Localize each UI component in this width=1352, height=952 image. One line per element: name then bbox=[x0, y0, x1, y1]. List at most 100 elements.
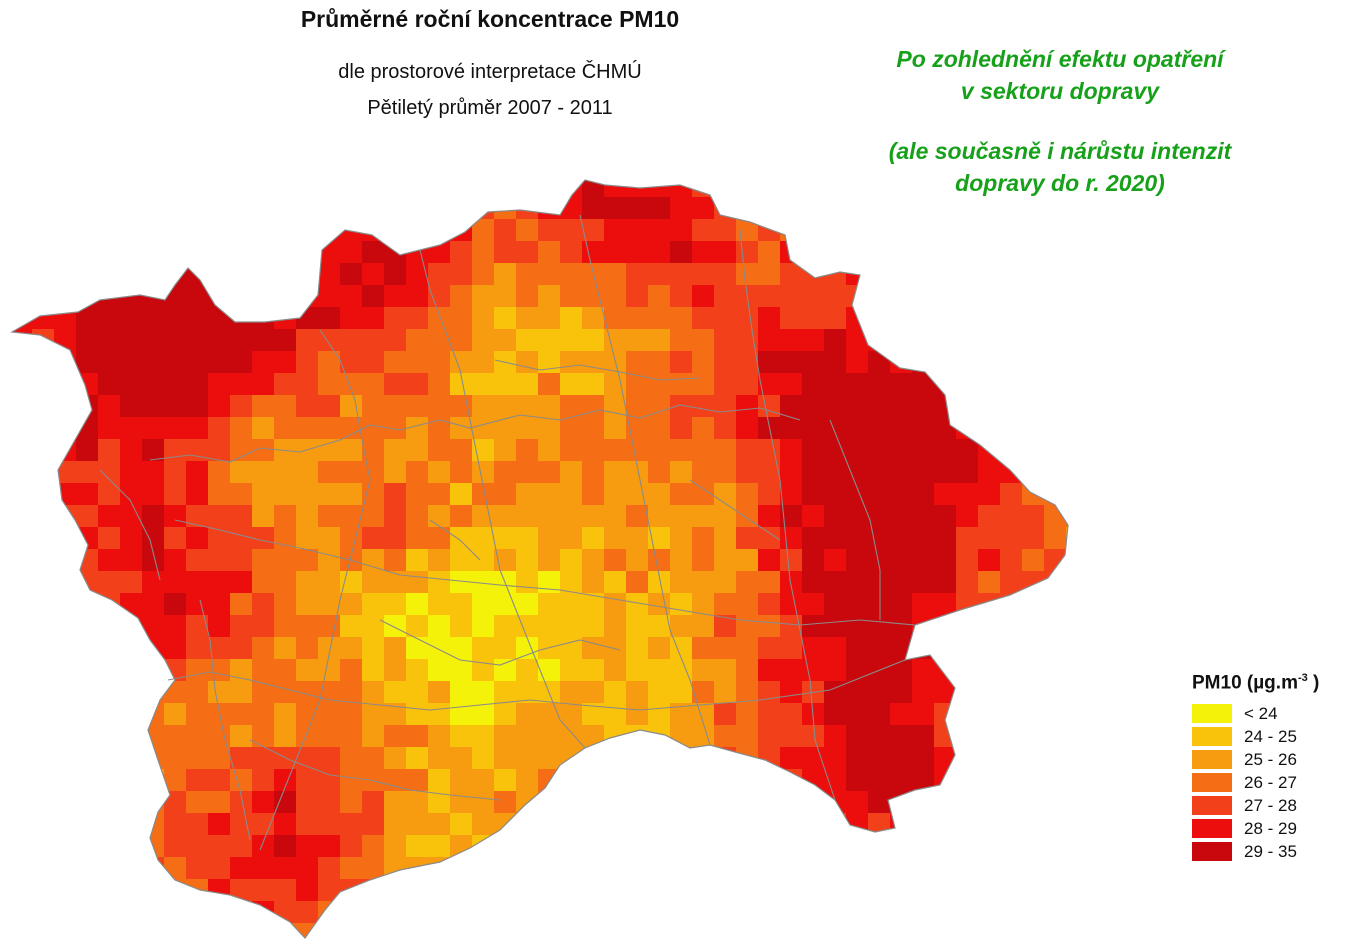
grid-cell bbox=[142, 879, 165, 902]
grid-cell bbox=[472, 549, 495, 572]
grid-cell bbox=[736, 351, 759, 374]
grid-cell bbox=[98, 263, 121, 286]
grid-cell bbox=[670, 769, 693, 792]
grid-cell bbox=[76, 857, 99, 880]
grid-cell bbox=[230, 417, 253, 440]
grid-cell bbox=[76, 439, 99, 462]
grid-cell bbox=[76, 549, 99, 572]
grid-cell bbox=[934, 593, 957, 616]
grid-cell bbox=[318, 483, 341, 506]
grid-cell bbox=[516, 703, 539, 726]
grid-cell bbox=[1044, 219, 1067, 242]
grid-cell bbox=[296, 791, 319, 814]
grid-cell bbox=[428, 835, 451, 858]
grid-cell bbox=[802, 197, 825, 220]
grid-cell bbox=[98, 307, 121, 330]
grid-cell bbox=[582, 285, 605, 308]
grid-cell bbox=[472, 703, 495, 726]
grid-cell bbox=[648, 527, 671, 550]
grid-cell bbox=[186, 329, 209, 352]
grid-cell bbox=[978, 659, 1001, 682]
grid-cell bbox=[318, 923, 341, 938]
grid-cell bbox=[516, 571, 539, 594]
grid-cell bbox=[120, 637, 143, 660]
grid-cell bbox=[868, 219, 891, 242]
grid-cell bbox=[516, 681, 539, 704]
grid-cell bbox=[824, 615, 847, 638]
grid-cell bbox=[54, 857, 77, 880]
grid-cell bbox=[142, 241, 165, 264]
grid-cell bbox=[450, 285, 473, 308]
grid-cell bbox=[978, 615, 1001, 638]
grid-cell bbox=[472, 769, 495, 792]
grid-cell bbox=[428, 901, 451, 924]
grid-cell bbox=[626, 439, 649, 462]
grid-cell bbox=[912, 747, 935, 770]
grid-cell bbox=[846, 527, 869, 550]
grid-cell bbox=[824, 483, 847, 506]
grid-cell bbox=[560, 505, 583, 528]
grid-cell bbox=[846, 769, 869, 792]
grid-cell bbox=[824, 659, 847, 682]
grid-cell bbox=[604, 241, 627, 264]
grid-cell bbox=[54, 681, 77, 704]
grid-cell bbox=[780, 461, 803, 484]
grid-cell bbox=[802, 329, 825, 352]
grid-cell bbox=[538, 329, 561, 352]
grid-cell bbox=[362, 241, 385, 264]
grid-cell bbox=[1022, 219, 1045, 242]
grid-cell bbox=[142, 593, 165, 616]
grid-cell bbox=[164, 615, 187, 638]
grid-cell bbox=[98, 901, 121, 924]
grid-cell bbox=[472, 329, 495, 352]
grid-cell bbox=[560, 593, 583, 616]
grid-cell bbox=[12, 263, 33, 286]
grid-cell bbox=[274, 923, 297, 938]
grid-cell bbox=[956, 769, 979, 792]
grid-cell bbox=[318, 615, 341, 638]
grid-cell bbox=[428, 285, 451, 308]
grid-cell bbox=[802, 879, 825, 902]
grid-cell bbox=[406, 505, 429, 528]
grid-cell bbox=[76, 219, 99, 242]
grid-cell bbox=[538, 747, 561, 770]
grid-cell bbox=[406, 417, 429, 440]
grid-cell bbox=[604, 549, 627, 572]
grid-cell bbox=[714, 483, 737, 506]
grid-cell bbox=[582, 923, 605, 938]
grid-cell bbox=[934, 329, 957, 352]
grid-cell bbox=[692, 351, 715, 374]
grid-cell bbox=[736, 857, 759, 880]
grid-cell bbox=[1000, 857, 1023, 880]
grid-cell bbox=[956, 747, 979, 770]
grid-cell bbox=[692, 637, 715, 660]
grid-cell bbox=[384, 417, 407, 440]
grid-cell bbox=[76, 197, 99, 220]
grid-cell bbox=[494, 835, 517, 858]
grid-cell bbox=[406, 571, 429, 594]
grid-cell bbox=[472, 351, 495, 374]
grid-cell bbox=[736, 307, 759, 330]
grid-cell bbox=[384, 835, 407, 858]
grid-cell bbox=[868, 263, 891, 286]
grid-cell bbox=[1022, 725, 1045, 748]
grid-cell bbox=[12, 703, 33, 726]
grid-cell bbox=[428, 219, 451, 242]
grid-cell bbox=[956, 241, 979, 264]
grid-cell bbox=[890, 241, 913, 264]
grid-cell bbox=[758, 637, 781, 660]
grid-cell bbox=[714, 879, 737, 902]
grid-cell bbox=[560, 923, 583, 938]
grid-cell bbox=[868, 571, 891, 594]
grid-cell bbox=[428, 703, 451, 726]
grid-cell bbox=[604, 747, 627, 770]
grid-cell bbox=[318, 659, 341, 682]
grid-cell bbox=[582, 857, 605, 880]
grid-cell bbox=[384, 180, 407, 198]
grid-cell bbox=[54, 351, 77, 374]
grid-cell bbox=[934, 659, 957, 682]
grid-cell bbox=[472, 637, 495, 660]
grid-cell bbox=[956, 351, 979, 374]
grid-cell bbox=[384, 197, 407, 220]
grid-cell bbox=[780, 263, 803, 286]
